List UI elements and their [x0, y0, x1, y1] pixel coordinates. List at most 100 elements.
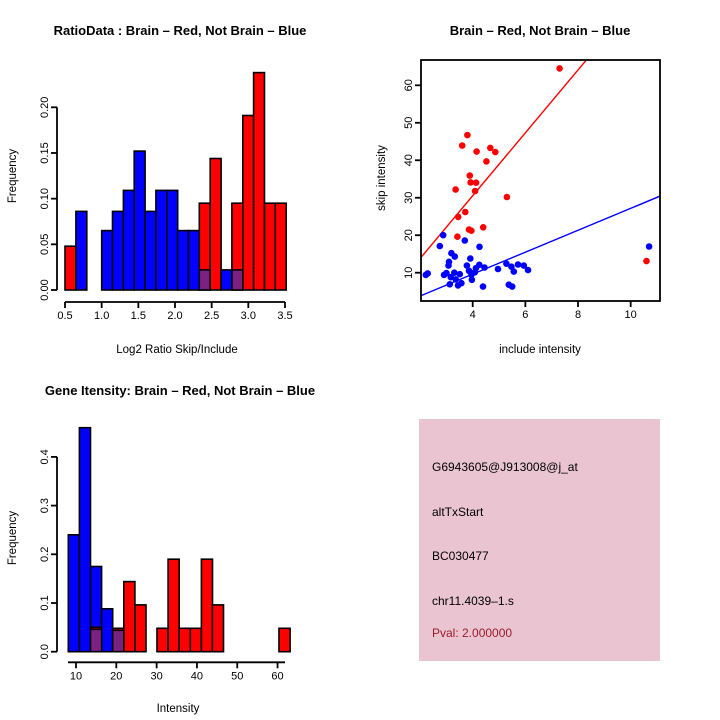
hist-bar-blue	[133, 150, 146, 291]
y-tick-label: 0.3	[39, 498, 51, 513]
scatter-point-blue	[439, 231, 447, 239]
hist-bar-blue	[67, 534, 81, 653]
x-tick-label: 2.5	[204, 310, 219, 322]
accession-text: BC030477	[432, 549, 489, 563]
scatter-point-red	[467, 179, 474, 186]
ratio-histogram-xlabel: Log2 Ratio Skip/Include	[116, 344, 237, 356]
hist-bar-overlap	[198, 269, 212, 291]
hist-bar-red	[274, 202, 287, 291]
scatter-point-red	[468, 227, 475, 234]
y-tick-label: 0.0	[39, 644, 51, 659]
scatter-point-blue	[508, 283, 516, 290]
scatter-ylabel: skip intensity	[376, 145, 388, 211]
hist-bar-blue	[155, 189, 168, 291]
x-tick-label: 10	[70, 670, 82, 682]
scatter-point-blue	[508, 263, 515, 271]
hist-bar-red	[189, 627, 203, 653]
scatter-point-blue	[514, 261, 522, 268]
scatter-point-red	[466, 172, 474, 179]
scatter-point-blue	[445, 258, 453, 266]
x-tick-label: 1.0	[94, 310, 109, 322]
scatter-point-blue	[481, 264, 488, 271]
y-tick-label: 10	[403, 267, 415, 279]
hist-bar-red	[252, 71, 266, 291]
y-tick-label: 0.10	[39, 188, 51, 209]
hist-bar-blue	[166, 189, 179, 291]
hist-bar-blue	[176, 229, 190, 291]
hist-bar-overlap	[231, 269, 244, 291]
y-tick-label: 0.1	[39, 595, 51, 610]
scatter-point-blue	[467, 255, 474, 262]
hist-bar-blue	[220, 269, 233, 291]
scatter-point-blue	[510, 268, 518, 275]
scatter-point-red	[643, 257, 650, 265]
scatter-point-red	[464, 131, 471, 139]
x-tick-label: 4	[470, 309, 476, 321]
scatter-point-red	[454, 213, 462, 221]
hist-bar-blue	[100, 608, 114, 653]
hist-bar-blue	[78, 426, 92, 653]
gene-histogram-title: Gene Itensity: Brain – Red, Not Brain – …	[44, 383, 316, 398]
scatter-point-blue	[436, 242, 444, 250]
ratio-histogram-plot: Frequency Log2 Ratio Skip/Include 0.5 1.0…	[7, 71, 293, 356]
scatter-point-blue	[494, 265, 502, 273]
scatter-point-blue	[451, 253, 459, 260]
ratio-histogram-ylabel: Frequency	[7, 149, 19, 204]
scatter-point-red	[473, 148, 480, 155]
scatter-point-blue	[461, 237, 469, 244]
x-tick-label: 60	[271, 670, 283, 682]
hist-bar-red	[178, 627, 192, 653]
x-tick-label: 0.5	[57, 310, 72, 322]
fit-line-red	[420, 59, 587, 258]
x-tick-label: 50	[231, 670, 243, 682]
gene-histogram-ylabel: Frequency	[7, 511, 19, 566]
x-tick-label: 3.5	[277, 310, 292, 322]
scatter-point-red	[472, 179, 480, 186]
y-tick-label: 0.4	[39, 449, 51, 464]
panel-gene-info: G6943605@J913008@j_at altTxStart BC03047…	[360, 360, 720, 720]
hist-bar-red	[211, 604, 225, 653]
scatter-point-blue	[468, 276, 476, 284]
scatter-point-red	[454, 233, 461, 240]
hist-bar-overlap	[89, 628, 103, 653]
hist-bar-red	[209, 157, 222, 291]
scatter-point-red	[462, 208, 469, 216]
fit-line-blue	[420, 195, 661, 297]
info-box: G6943605@J913008@j_at altTxStart BC03047…	[419, 419, 660, 661]
scatter-point-blue	[520, 262, 528, 269]
hist-bar-red	[242, 114, 255, 291]
hist-bar-blue	[144, 210, 157, 291]
y-tick-label: 0.20	[39, 97, 51, 118]
scatter-point-blue	[447, 273, 455, 281]
scatter-point-red	[471, 187, 479, 195]
hist-bar-red	[200, 558, 214, 653]
panel-ratio-histogram: RatioData : Brain – Red, Not Brain – Blu…	[0, 0, 360, 360]
scatter-plot: skip intensity include intensity 4 6 8 10 10…	[376, 59, 661, 356]
scatter-point-blue	[446, 281, 454, 288]
panel-intensity-scatter: Brain – Red, Not Brain – Blue skip inten…	[360, 0, 720, 360]
y-tick-label: 50	[403, 117, 415, 129]
x-tick-label: 1.5	[131, 310, 146, 322]
y-tick-label: 0.2	[39, 547, 51, 562]
hist-bar-blue	[111, 210, 125, 291]
scatter-point-red	[479, 224, 487, 231]
scatter-point-blue	[463, 262, 471, 269]
hist-bar-red	[64, 245, 77, 291]
panel-gene-intensity-histogram: Gene Itensity: Brain – Red, Not Brain – …	[0, 360, 360, 720]
hist-bar-red	[123, 580, 136, 653]
scatter-point-red	[458, 142, 466, 149]
gene-histogram-xlabel: Intensity	[157, 703, 200, 715]
hist-bar-red	[156, 627, 169, 653]
hist-bar-red	[167, 558, 181, 653]
pval-line: Pval: 2.000000	[432, 626, 513, 640]
y-tick-label: 20	[403, 229, 415, 241]
x-tick-label: 6	[522, 309, 528, 321]
hist-bar-blue	[122, 189, 136, 291]
scatter-point-blue	[452, 276, 460, 283]
x-tick-label: 2.0	[167, 310, 182, 322]
y-tick-label: 0.15	[39, 142, 51, 163]
x-tick-label: 20	[110, 670, 122, 682]
scatter-point-blue	[456, 270, 464, 278]
scatter-point-blue	[645, 243, 653, 250]
scatter-point-red	[492, 148, 499, 156]
